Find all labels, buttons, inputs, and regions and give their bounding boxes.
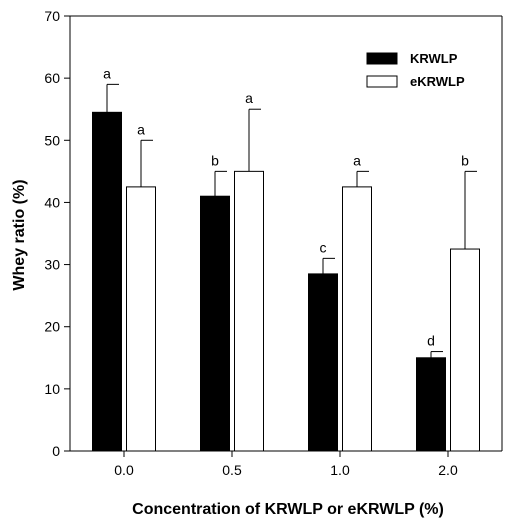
- bar-ekrwlp-0: [126, 186, 156, 452]
- y-axis-title: Whey ratio (%): [11, 179, 28, 290]
- bar-krwlp-3: [416, 357, 446, 452]
- x-tick-label-0: 0.0: [114, 462, 134, 478]
- y-tick-label-70: 70: [44, 8, 60, 24]
- sig-label-ekrwlp-3: b: [461, 152, 469, 168]
- significance-labels: a a b a c a d b: [103, 65, 469, 348]
- sig-label-krwlp-2: c: [320, 239, 327, 255]
- bars: [92, 111, 480, 452]
- bar-ekrwlp-2: [342, 186, 372, 452]
- y-axis: 0 10 20 30 40 50 60 70: [44, 8, 70, 459]
- sig-label-ekrwlp-0: a: [137, 121, 145, 137]
- bar-krwlp-0: [92, 111, 122, 452]
- x-axis: 0.0 0.5 1.0 2.0: [114, 451, 458, 478]
- bar-ekrwlp-1: [234, 170, 264, 452]
- x-axis-title: Concentration of KRWLP or eKRWLP (%): [132, 501, 444, 518]
- error-bars: [106, 83, 477, 358]
- y-tick-label-40: 40: [44, 194, 60, 210]
- legend-swatch-ekrwlp: [366, 75, 398, 88]
- y-tick-label-0: 0: [52, 443, 60, 459]
- x-tick-label-2: 1.0: [330, 462, 350, 478]
- sig-label-ekrwlp-1: a: [245, 90, 253, 106]
- y-tick-label-30: 30: [44, 257, 60, 273]
- legend-label-krwlp: KRWLP: [410, 51, 458, 66]
- sig-label-ekrwlp-2: a: [353, 152, 361, 168]
- bar-ekrwlp-3: [450, 248, 480, 452]
- legend-swatch-krwlp: [366, 52, 398, 65]
- x-tick-label-1: 0.5: [222, 462, 242, 478]
- y-tick-label-60: 60: [44, 70, 60, 86]
- sig-label-krwlp-1: b: [211, 152, 219, 168]
- sig-label-krwlp-3: d: [427, 333, 435, 349]
- bar-krwlp-1: [200, 195, 230, 452]
- y-tick-label-20: 20: [44, 319, 60, 335]
- legend: KRWLP eKRWLP: [366, 51, 465, 89]
- y-tick-label-50: 50: [44, 132, 60, 148]
- legend-label-ekrwlp: eKRWLP: [410, 74, 465, 89]
- bar-krwlp-2: [308, 273, 338, 452]
- x-tick-label-3: 2.0: [438, 462, 458, 478]
- y-tick-label-10: 10: [44, 381, 60, 397]
- sig-label-krwlp-0: a: [103, 65, 111, 81]
